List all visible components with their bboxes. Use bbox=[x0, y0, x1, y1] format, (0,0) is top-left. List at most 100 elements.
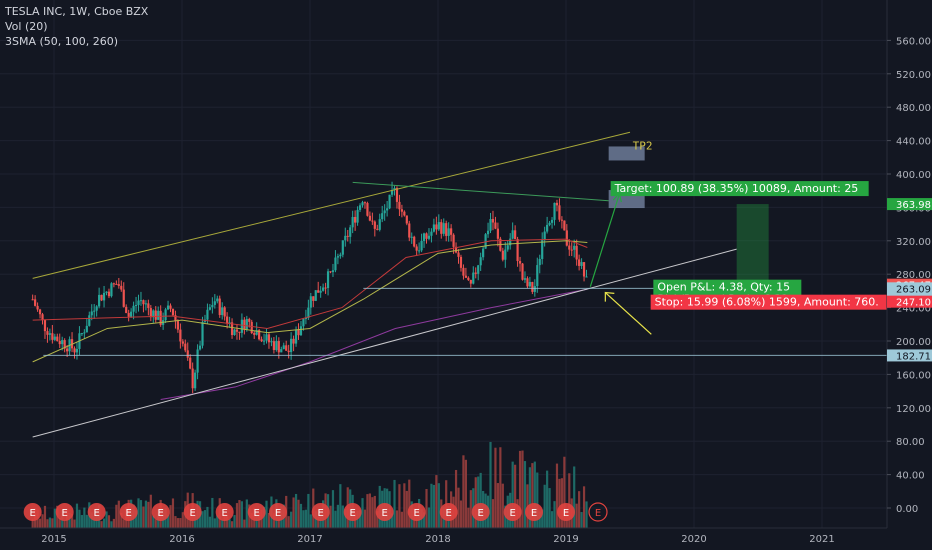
volume-bar bbox=[78, 509, 81, 528]
candle-body bbox=[272, 341, 275, 350]
volume-bar bbox=[582, 486, 586, 528]
candle-body bbox=[194, 372, 197, 389]
candle-body bbox=[427, 235, 431, 239]
volume-bar bbox=[528, 467, 531, 528]
volume-bar bbox=[541, 509, 544, 528]
candle-body bbox=[341, 240, 344, 255]
earnings-marker bbox=[439, 503, 458, 521]
earnings-marker bbox=[343, 503, 362, 521]
candle-body bbox=[432, 224, 435, 232]
volume-bar bbox=[265, 500, 268, 528]
earnings-marker bbox=[557, 503, 575, 521]
candle-body bbox=[280, 349, 283, 353]
candle-body bbox=[334, 257, 337, 271]
time-tick-label: 2020 bbox=[681, 534, 706, 545]
candle-body bbox=[464, 275, 467, 278]
candle-body bbox=[169, 305, 172, 309]
earnings-marker bbox=[23, 503, 42, 521]
symbol-title[interactable]: TESLA INC, 1W, Cboe BZX bbox=[5, 5, 149, 18]
candle-body bbox=[523, 278, 527, 280]
candle-body bbox=[107, 291, 111, 297]
volume-bar bbox=[514, 464, 517, 528]
target-zone bbox=[736, 204, 769, 285]
candle-body bbox=[580, 262, 583, 266]
candle-body bbox=[248, 318, 251, 322]
candle-body bbox=[491, 219, 495, 223]
candle-body bbox=[250, 321, 253, 334]
time-tick-label: 2021 bbox=[809, 534, 834, 545]
volume-bar bbox=[457, 487, 460, 528]
time-axis-bg bbox=[0, 528, 932, 550]
time-axis: 2015 2016 2017 2018 2019 2020 2021 bbox=[0, 527, 932, 550]
volume-bar bbox=[63, 520, 66, 528]
volume-bar bbox=[102, 518, 106, 528]
candle-body bbox=[243, 319, 246, 330]
volume-bar bbox=[531, 463, 534, 528]
projection-arrow bbox=[589, 193, 620, 287]
volume-bar bbox=[363, 509, 367, 528]
volume-bar bbox=[105, 511, 108, 528]
volume-bar bbox=[294, 493, 298, 528]
volume-bar bbox=[390, 513, 394, 528]
candle-body bbox=[201, 321, 204, 346]
candle-body bbox=[582, 262, 586, 277]
candle-body bbox=[435, 224, 438, 230]
sma-indicator-label[interactable]: 3SMA (50, 100, 260) bbox=[5, 35, 119, 48]
price-label-text: 363.98 bbox=[896, 200, 931, 211]
candle-body bbox=[312, 296, 315, 301]
earnings-marker bbox=[471, 503, 490, 521]
volume-bar bbox=[238, 500, 241, 528]
candle-body bbox=[228, 322, 231, 324]
candle-body bbox=[563, 220, 566, 231]
candle-body bbox=[144, 303, 147, 305]
price-axis: 560.00520.00480.00440.00400.00360.00320.… bbox=[886, 0, 932, 550]
earnings-marker-label: E bbox=[478, 508, 484, 519]
tp2-label: TP2 bbox=[633, 139, 653, 152]
volume-bar bbox=[307, 493, 310, 528]
candle-body bbox=[373, 221, 376, 229]
grid-lines bbox=[0, 0, 887, 528]
candle-body bbox=[474, 272, 477, 274]
volume-bar bbox=[499, 447, 502, 528]
volume-bar bbox=[53, 508, 56, 528]
volume-bar bbox=[70, 513, 74, 528]
candle-body bbox=[548, 222, 551, 225]
candle-body bbox=[430, 231, 433, 236]
volume-bar bbox=[395, 510, 399, 528]
candle-body bbox=[230, 322, 234, 336]
candle-body bbox=[366, 203, 369, 216]
candle-body bbox=[142, 300, 145, 305]
candle-body bbox=[415, 246, 418, 251]
volume-bar bbox=[149, 494, 152, 528]
volume-indicator-label[interactable]: Vol (20) bbox=[5, 20, 48, 33]
candle-body bbox=[371, 220, 374, 222]
volume-bar bbox=[90, 512, 93, 528]
candle-body bbox=[336, 256, 339, 258]
candle-body bbox=[533, 286, 536, 292]
candle-body bbox=[46, 331, 49, 335]
earnings-marker-label: E bbox=[531, 508, 537, 519]
candle-body bbox=[184, 343, 187, 351]
earnings-marker bbox=[503, 503, 522, 521]
sma-line bbox=[32, 238, 588, 329]
volume-bar bbox=[334, 510, 337, 528]
volume-bar bbox=[585, 501, 588, 528]
price-tick-label: 400.00 bbox=[896, 170, 931, 181]
candle-body bbox=[331, 270, 335, 273]
candle-body bbox=[85, 325, 88, 333]
volume-bar bbox=[329, 505, 332, 528]
candle-body bbox=[550, 219, 554, 223]
volume-bar bbox=[415, 515, 418, 528]
price-tick-label: 240.00 bbox=[896, 304, 931, 315]
candle-body bbox=[73, 348, 76, 353]
candle-body bbox=[233, 329, 236, 336]
candle-body bbox=[482, 248, 485, 258]
volume-bar bbox=[287, 516, 290, 528]
earnings-marker bbox=[87, 503, 106, 521]
candle-body bbox=[292, 338, 295, 344]
candle-body bbox=[445, 223, 448, 236]
earnings-marker-label: E bbox=[30, 508, 36, 519]
candle-body bbox=[211, 304, 214, 308]
